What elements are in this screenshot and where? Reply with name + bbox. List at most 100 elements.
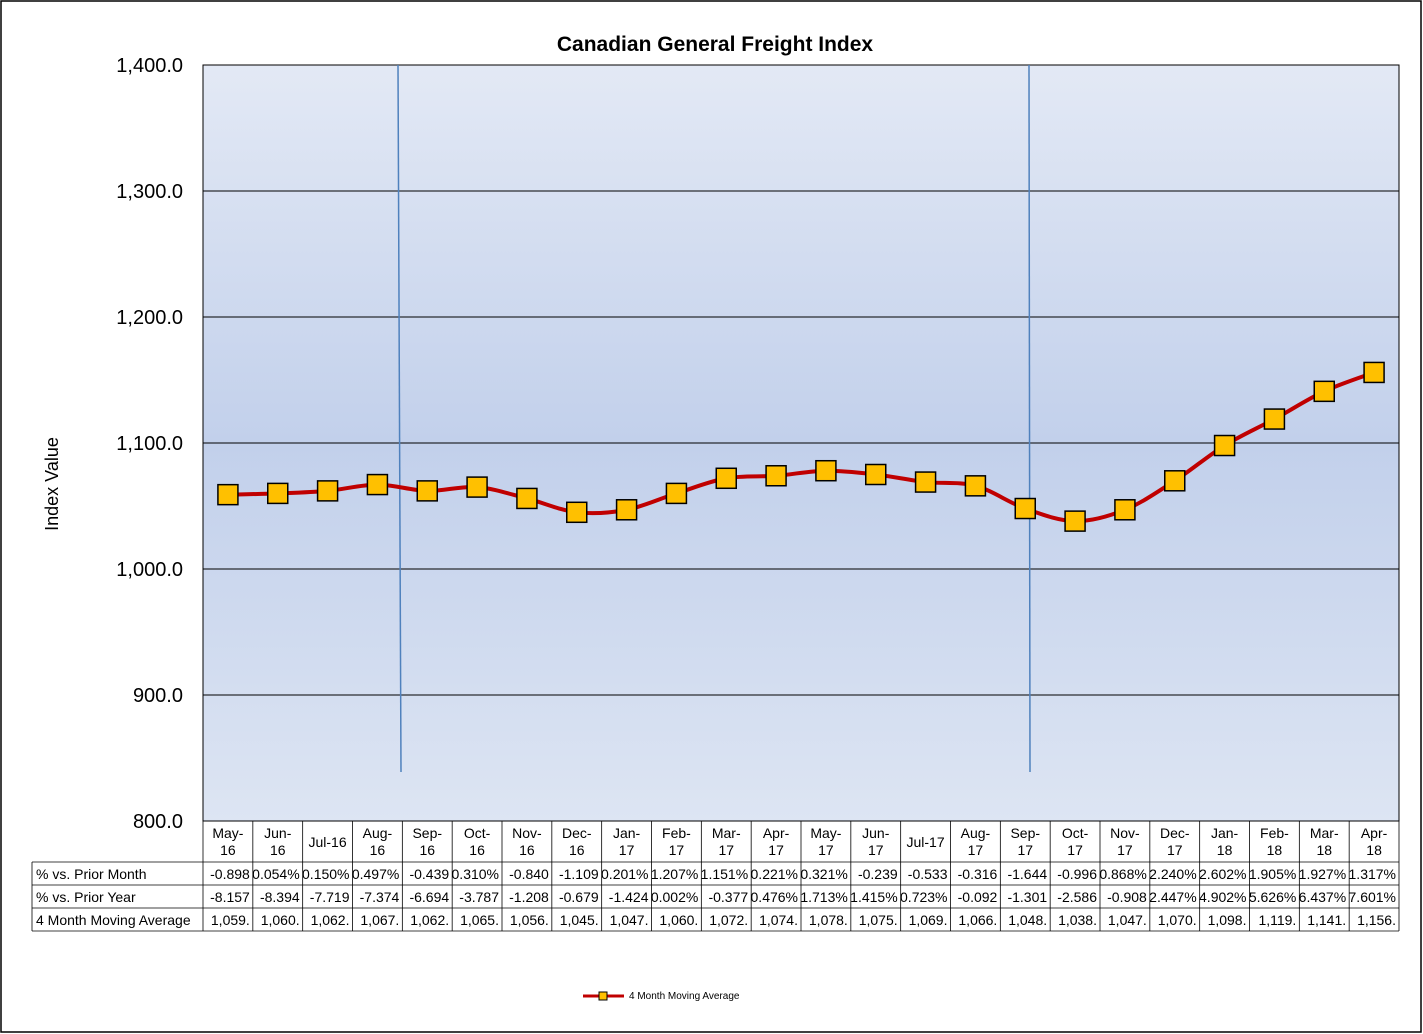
y-tick-label: 1,400.0 bbox=[116, 55, 183, 77]
x-category-label: Jun- bbox=[862, 825, 890, 841]
x-category-label: 16 bbox=[370, 842, 386, 858]
table-cell: -0.092 bbox=[958, 889, 998, 905]
table-cell: 0.868% bbox=[1099, 866, 1146, 882]
x-category-label: Jan- bbox=[613, 825, 641, 841]
table-cell: 1.713% bbox=[800, 889, 847, 905]
x-category-label: Aug- bbox=[363, 825, 393, 841]
data-point-marker bbox=[715, 467, 737, 490]
table-cell: 1,056. bbox=[510, 912, 549, 928]
data-point-marker bbox=[1213, 434, 1236, 457]
table-cell: -0.439 bbox=[409, 866, 449, 882]
table-cell: 0.476% bbox=[751, 889, 798, 905]
x-category-label: Apr- bbox=[763, 825, 790, 841]
table-cell: -1.644 bbox=[1007, 866, 1047, 882]
data-point-marker bbox=[1164, 470, 1186, 492]
table-cell: 7.601% bbox=[1349, 889, 1396, 905]
data-point-marker bbox=[1064, 510, 1086, 532]
table-cell: 0.221% bbox=[751, 866, 798, 882]
x-category-label: 17 bbox=[1067, 842, 1083, 858]
table-cell: 1.927% bbox=[1299, 866, 1346, 882]
legend: 4 Month Moving Average bbox=[583, 991, 740, 1002]
y-tick-label: 1,100.0 bbox=[116, 433, 183, 455]
table-cell: -7.719 bbox=[310, 889, 350, 905]
data-point-marker bbox=[416, 480, 438, 502]
table-cell: 1,072. bbox=[709, 912, 748, 928]
table-cell: -8.157 bbox=[210, 889, 250, 905]
x-category-label: Mar- bbox=[1310, 825, 1339, 841]
data-point-marker bbox=[1014, 497, 1036, 520]
table-cell: -0.316 bbox=[958, 866, 998, 882]
vertical-marker-line bbox=[1028, 64, 1031, 773]
data-point-marker bbox=[267, 482, 289, 505]
table-cell: 0.054% bbox=[252, 866, 299, 882]
table-row-label: % vs. Prior Month bbox=[36, 866, 146, 882]
table-cell: 1,060. bbox=[261, 912, 300, 928]
table-cell: 5.626% bbox=[1249, 889, 1296, 905]
table-cell: 1,156. bbox=[1357, 912, 1396, 928]
table-cell: -2.586 bbox=[1057, 889, 1097, 905]
table-cell: 4.902% bbox=[1199, 889, 1246, 905]
data-point-marker bbox=[665, 482, 688, 505]
table-cell: -8.394 bbox=[260, 889, 300, 905]
data-point-marker bbox=[516, 487, 538, 510]
table-cell: -0.996 bbox=[1057, 866, 1097, 882]
data-point-marker bbox=[217, 483, 239, 506]
x-category-label: Nov- bbox=[1110, 825, 1140, 841]
table-cell: -7.374 bbox=[360, 889, 400, 905]
x-category-label: Jul-16 bbox=[309, 834, 347, 850]
table-cell: 1.415% bbox=[850, 889, 897, 905]
x-category-label: Dec- bbox=[1160, 825, 1190, 841]
x-category-label: Jan- bbox=[1211, 825, 1239, 841]
table-cell: 1.207% bbox=[651, 866, 698, 882]
x-category-label: Jun- bbox=[264, 825, 292, 841]
data-point-marker bbox=[1363, 361, 1385, 384]
x-category-label: 17 bbox=[1167, 842, 1183, 858]
x-category-label: 17 bbox=[1117, 842, 1133, 858]
legend-label: 4 Month Moving Average bbox=[629, 991, 740, 1002]
table-cell: -0.840 bbox=[509, 866, 549, 882]
vertical-marker-line bbox=[397, 64, 402, 773]
table-cell: 1,074. bbox=[759, 912, 798, 928]
table-cell: 1,098. bbox=[1208, 912, 1247, 928]
table-cell: 1,047. bbox=[1108, 912, 1147, 928]
x-category-label: Dec- bbox=[562, 825, 592, 841]
data-point-marker bbox=[366, 473, 389, 496]
chart-title: Canadian General Freight Index bbox=[557, 33, 874, 56]
data-point-marker bbox=[765, 465, 787, 487]
table-cell: 0.150% bbox=[302, 866, 349, 882]
table-cell: 2.602% bbox=[1199, 866, 1246, 882]
table-cell: -0.908 bbox=[1107, 889, 1147, 905]
table-cell: 1,062. bbox=[410, 912, 449, 928]
table-cell: -6.694 bbox=[409, 889, 449, 905]
table-cell: 1,075. bbox=[859, 912, 898, 928]
table-cell: 1,066. bbox=[958, 912, 997, 928]
x-category-label: 18 bbox=[1316, 842, 1332, 858]
x-category-label: 17 bbox=[818, 842, 834, 858]
data-point-marker bbox=[1263, 408, 1286, 430]
x-category-label: 17 bbox=[619, 842, 635, 858]
data-point-marker bbox=[566, 501, 588, 524]
x-category-label: 17 bbox=[768, 842, 784, 858]
data-point-marker bbox=[1313, 380, 1335, 403]
x-category-label: Aug- bbox=[961, 825, 991, 841]
table-cell: 0.201% bbox=[601, 866, 648, 882]
x-category-label: 16 bbox=[419, 842, 435, 858]
x-category-label: 16 bbox=[519, 842, 535, 858]
table-cell: 0.310% bbox=[452, 866, 499, 882]
table-cell: -0.533 bbox=[908, 866, 948, 882]
data-point-marker bbox=[815, 459, 837, 482]
table-cell: 1,141. bbox=[1307, 912, 1346, 928]
table-cell: 2.240% bbox=[1149, 866, 1196, 882]
table-cell: -1.109 bbox=[559, 866, 599, 882]
x-category-label: Nov- bbox=[512, 825, 542, 841]
table-cell: -0.679 bbox=[559, 889, 599, 905]
x-category-label: Feb- bbox=[1260, 825, 1289, 841]
table-cell: 0.321% bbox=[800, 866, 847, 882]
table-cell: 0.002% bbox=[651, 889, 698, 905]
x-category-label: May- bbox=[212, 825, 243, 841]
y-tick-label: 800.0 bbox=[133, 811, 183, 833]
table-row-label: 4 Month Moving Average bbox=[36, 912, 191, 928]
x-category-label: 17 bbox=[718, 842, 734, 858]
y-tick-label: 1,200.0 bbox=[116, 307, 183, 329]
